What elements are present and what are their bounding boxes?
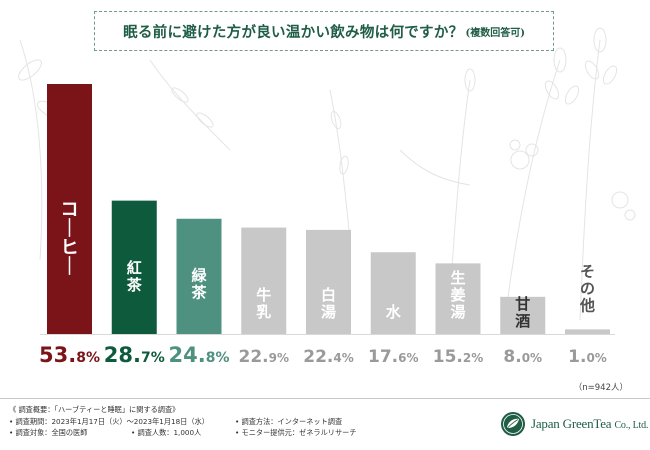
company-logo: Japan GreenTea Co., Ltd.	[500, 411, 648, 437]
bar-value-label-6: 17.6%	[368, 347, 419, 367]
bar-category-label-5: 白湯	[321, 286, 336, 321]
bar-category-label-7: 生姜湯	[450, 269, 465, 321]
bar-2	[111, 200, 157, 334]
bar-8	[500, 296, 546, 334]
bar-5	[306, 229, 351, 334]
bar-7	[435, 263, 481, 334]
bar-value-label-5: 22.4%	[303, 347, 354, 367]
survey-name: 《 調査概要：「ハーブティーと睡眠」に関する調査》	[9, 405, 180, 414]
bar-category-label-6: 水	[386, 303, 402, 321]
survey-target: • 調査対象：全国の医師	[9, 428, 88, 437]
bar-value-label-9: 1.0%	[568, 347, 607, 367]
bar-category-label-1: コ｜ヒ｜	[61, 199, 79, 277]
chart-subtitle: (複数回答可)	[465, 27, 525, 39]
bar-category-label-8: 甘酒	[515, 295, 530, 330]
bar-value-label-1: 53.8%	[39, 343, 100, 367]
chart-title-box: 眠る前に避けた方が良い温かい飲み物は何ですか？ (複数回答可)	[94, 11, 554, 51]
company-name: Japan GreenTea Co., Ltd.	[531, 416, 648, 432]
tea-leaf-logo-icon	[501, 412, 525, 436]
footer-divider	[0, 398, 650, 399]
bar-4	[241, 227, 287, 334]
bar-value-label-3: 24.8%	[169, 343, 230, 367]
bar-category-label-4: 牛乳	[256, 286, 271, 321]
bar-value-label-4: 22.9%	[239, 347, 290, 367]
bar-category-label-9: その他	[579, 262, 595, 314]
survey-overview: 《 調査概要：「ハーブティーと睡眠」に関する調査》 • 調査期間：2023年1月…	[9, 404, 357, 439]
bar-value-label-7: 15.2%	[433, 347, 484, 367]
company-name-main: Japan GreenTea	[531, 416, 612, 431]
survey-method: • 調査方法：インターネット調査	[235, 416, 343, 426]
bar-6	[370, 252, 416, 334]
bar-3	[176, 218, 222, 334]
survey-people: • 調査人数：1,000人	[131, 428, 202, 437]
bar-1	[47, 84, 92, 334]
bar-9	[565, 329, 610, 334]
survey-period: • 調査期間：2023年1月17日（火）～2023年1月18日（水）	[9, 416, 209, 426]
sample-size-note: （n=942人）	[573, 383, 628, 393]
bar-category-label-3: 緑茶	[191, 267, 207, 302]
bar-value-label-8: 8.0%	[503, 347, 542, 367]
bar-value-label-2: 28.7%	[104, 343, 165, 367]
company-name-suffix: Co., Ltd.	[614, 420, 649, 431]
bar-category-label-2: 紅茶	[127, 259, 143, 294]
chart-title: 眠る前に避けた方が良い温かい飲み物は何ですか？	[123, 23, 464, 41]
survey-provider: • モニター提供元：ゼネラルリサーチ	[235, 428, 357, 437]
